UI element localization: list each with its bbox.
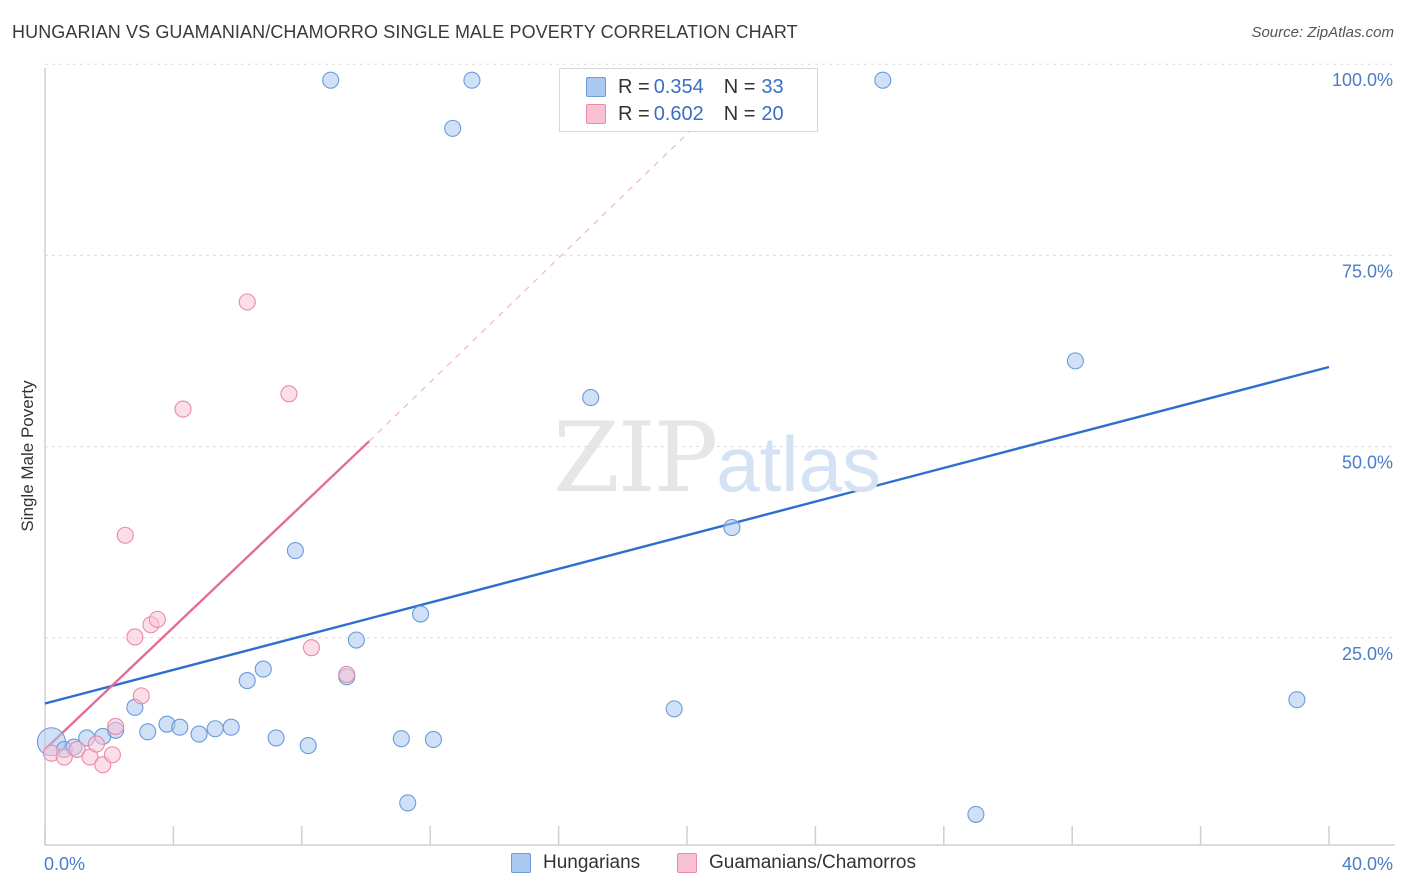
- point-hungarians: [238, 672, 256, 690]
- point-guamanians: [116, 526, 134, 544]
- point-hungarians: [967, 805, 985, 823]
- swatch-guamanians: [586, 104, 606, 124]
- point-hungarians: [874, 71, 892, 89]
- point-guamanians: [302, 639, 320, 657]
- r-value: 0.602: [653, 102, 704, 125]
- legend-label-guamanians: Guamanians/Chamorros: [709, 852, 916, 873]
- legend-label-hungarians: Hungarians: [543, 852, 641, 873]
- point-guamanians: [103, 746, 121, 764]
- point-hungarians: [267, 729, 285, 747]
- r-label: R =: [618, 75, 650, 98]
- point-hungarians: [299, 737, 317, 755]
- point-hungarians: [254, 660, 272, 678]
- point-guamanians: [174, 400, 192, 418]
- point-hungarians: [347, 631, 365, 649]
- y-tick-label: 75.0%: [1342, 261, 1393, 281]
- trend-extension-1: [368, 118, 704, 442]
- r-label: R =: [618, 102, 650, 125]
- point-hungarians: [206, 720, 224, 738]
- point-guamanians: [148, 610, 166, 628]
- n-value: 33: [761, 75, 784, 98]
- y-tick-label: 100.0%: [1332, 70, 1393, 90]
- legend-swatch-hungarians: [511, 853, 531, 873]
- point-guamanians: [68, 740, 86, 758]
- data-points: [36, 71, 1306, 823]
- point-hungarians: [1288, 691, 1306, 709]
- n-label: N =: [723, 102, 756, 125]
- point-hungarians: [723, 519, 741, 537]
- point-guamanians: [126, 628, 144, 646]
- series-legend: Hungarians Guamanians/Chamorros: [0, 852, 1406, 878]
- point-hungarians: [582, 389, 600, 407]
- point-hungarians: [463, 71, 481, 89]
- point-hungarians: [139, 723, 157, 741]
- point-hungarians: [424, 730, 442, 749]
- trend-lines: [44, 118, 1330, 751]
- trend-line-1: [44, 440, 371, 751]
- point-hungarians: [392, 730, 410, 748]
- point-hungarians: [1066, 352, 1084, 370]
- x-tick-label: 40.0%: [1342, 854, 1393, 874]
- point-guamanians: [338, 665, 356, 683]
- n-value: 20: [761, 102, 784, 125]
- stats-legend: R = 0.354 N = 33 R = 0.602 N = 20: [559, 68, 818, 132]
- point-hungarians: [444, 119, 462, 137]
- legend-item-hungarians[interactable]: Hungarians: [511, 852, 640, 874]
- point-guamanians: [132, 687, 150, 705]
- legend-item-guamanians[interactable]: Guamanians/Chamorros: [677, 852, 916, 874]
- tick-labels: 25.0% 50.0% 75.0% 100.0% 0.0% 40.0%: [44, 70, 1393, 874]
- watermark: ZIPatlas: [553, 402, 881, 514]
- chart-title: HUNGARIAN VS GUAMANIAN/CHAMORRO SINGLE M…: [12, 22, 798, 42]
- point-guamanians: [238, 293, 256, 311]
- x-tick-label: 0.0%: [44, 854, 85, 874]
- n-label: N =: [723, 75, 756, 98]
- point-hungarians: [222, 718, 240, 736]
- point-guamanians: [87, 735, 105, 753]
- point-guamanians: [107, 717, 125, 736]
- y-tick-label: 50.0%: [1342, 453, 1393, 473]
- stats-row-hungarians: R = 0.354 N = 33: [586, 74, 784, 100]
- point-hungarians: [412, 605, 430, 623]
- axes: [44, 68, 1395, 846]
- point-hungarians: [399, 794, 417, 812]
- y-axis-label: Single Male Poverty: [18, 380, 37, 532]
- r-value: 0.354: [653, 75, 704, 98]
- stats-row-guamanians: R = 0.602 N = 20: [586, 101, 784, 127]
- swatch-hungarians: [586, 77, 606, 97]
- legend-swatch-guamanians: [677, 853, 697, 873]
- point-guamanians: [280, 385, 298, 403]
- source-label: Source: ZipAtlas.com: [1251, 24, 1394, 41]
- point-hungarians: [190, 725, 208, 743]
- trend-line-0: [44, 365, 1330, 705]
- point-hungarians: [171, 718, 189, 736]
- point-hungarians: [286, 542, 304, 560]
- point-hungarians: [665, 700, 683, 718]
- watermark-zip: ZIP: [553, 402, 718, 514]
- grid-lines: [45, 63, 1395, 639]
- watermark-atlas: atlas: [716, 420, 881, 508]
- y-tick-label: 25.0%: [1342, 644, 1393, 664]
- point-hungarians: [322, 71, 340, 89]
- point-guamanians: [55, 748, 73, 766]
